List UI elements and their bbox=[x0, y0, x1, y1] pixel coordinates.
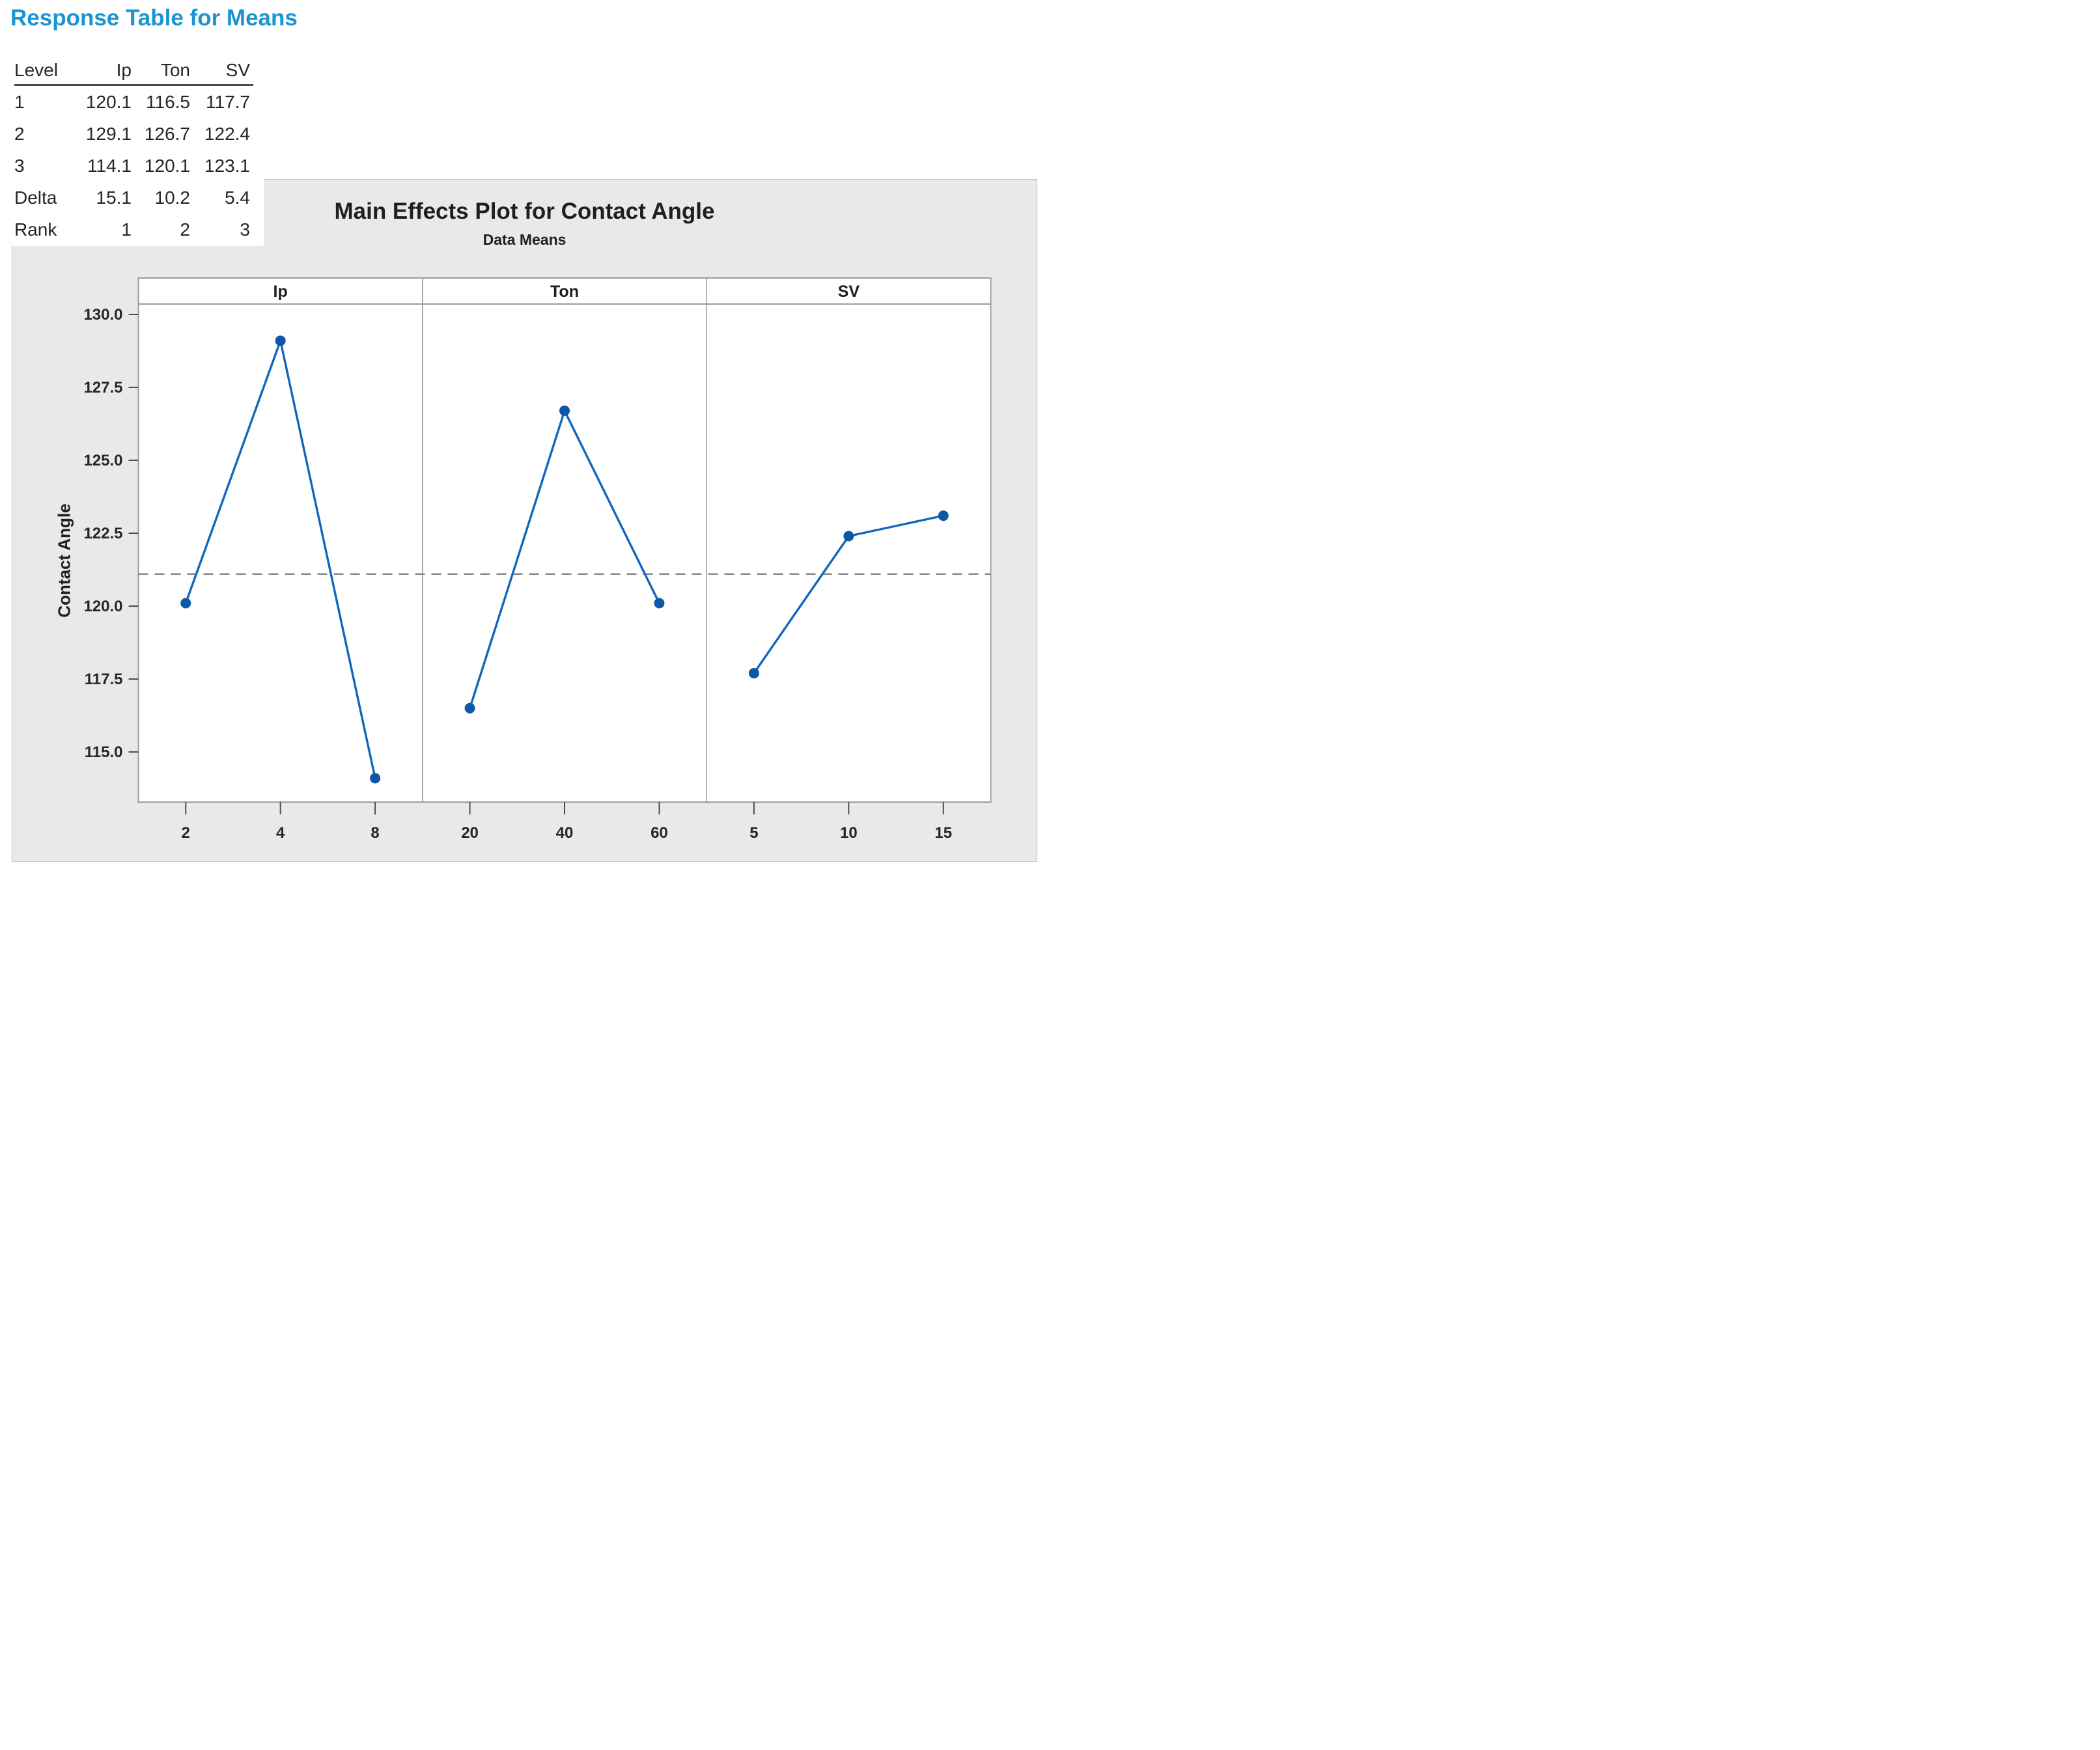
data-point-marker bbox=[370, 773, 381, 784]
table-row: Rank 1 2 3 bbox=[14, 214, 253, 245]
panel-label: SV bbox=[838, 283, 860, 301]
table-cell: 114.1 bbox=[87, 155, 132, 176]
x-axis-tick-label: 60 bbox=[651, 824, 668, 842]
plot-frame bbox=[137, 277, 992, 803]
main-effects-plot-region: Ip Ton SV 130.0 127.5 125.0 122.5 120.0 117.5 115… bbox=[12, 179, 1037, 862]
table-row: 1 120.1 116.5 117.7 bbox=[14, 85, 253, 118]
table-cell: 1 bbox=[121, 219, 132, 240]
data-point-marker bbox=[464, 702, 475, 714]
column-header: Level bbox=[14, 59, 58, 80]
table-cell: 2 bbox=[180, 219, 190, 240]
table-cell: 120.1 bbox=[85, 91, 132, 112]
main-effects-plot: Ip Ton SV 130.0 127.5 125.0 122.5 120.0 117.5 115… bbox=[83, 277, 992, 842]
y-axis-tick-label: 130.0 bbox=[83, 306, 122, 324]
table-cell: 5.4 bbox=[225, 187, 250, 208]
data-point-marker bbox=[938, 510, 949, 521]
response-table-title: Response Table for Means bbox=[10, 5, 298, 31]
x-axis-tick-label: 5 bbox=[749, 824, 758, 842]
table-cell: 2 bbox=[14, 123, 25, 144]
x-axis-tick-label: 8 bbox=[371, 824, 379, 842]
y-axis-tick-label: 122.5 bbox=[83, 525, 122, 542]
response-table-header-row: Level Ip Ton SV bbox=[14, 56, 253, 85]
y-axis-tick-label: 120.0 bbox=[83, 598, 122, 615]
column-header: Ton bbox=[160, 59, 190, 80]
y-axis-title-text: Contact Angle bbox=[54, 503, 74, 618]
data-point-marker bbox=[559, 405, 570, 416]
table-cell: 120.1 bbox=[144, 155, 190, 176]
data-point-marker bbox=[843, 531, 854, 542]
chart-title: Main Effects Plot for Contact Angle bbox=[334, 199, 715, 224]
x-axis-tick-label: 40 bbox=[556, 824, 574, 842]
table-row: 3 114.1 120.1 123.1 bbox=[14, 150, 253, 182]
table-cell: 117.7 bbox=[206, 91, 250, 112]
table-cell: Delta bbox=[14, 187, 57, 208]
data-point-marker bbox=[275, 335, 286, 346]
y-axis-tick-label: 117.5 bbox=[85, 671, 123, 688]
x-axis-tick-label: 15 bbox=[934, 824, 952, 842]
x-axis-tick-label: 20 bbox=[461, 824, 479, 842]
table-cell: 129.1 bbox=[85, 123, 132, 144]
chart-subtitle: Data Means bbox=[483, 231, 567, 248]
data-point-marker bbox=[748, 668, 759, 679]
table-cell: 126.7 bbox=[144, 123, 190, 144]
data-point-marker bbox=[654, 598, 665, 609]
table-cell: Rank bbox=[14, 219, 57, 240]
x-axis-tick-label: 4 bbox=[276, 824, 285, 842]
table-cell: 3 bbox=[14, 155, 25, 176]
panel-label: Ip bbox=[273, 283, 288, 301]
x-axis-tick-label: 2 bbox=[182, 824, 190, 842]
table-cell: 3 bbox=[240, 219, 250, 240]
table-row: 2 129.1 126.7 122.4 bbox=[14, 118, 253, 150]
table-cell: 10.2 bbox=[154, 187, 191, 208]
y-axis-tick-label: 125.0 bbox=[83, 452, 122, 469]
table-cell: 123.1 bbox=[204, 155, 250, 176]
minitab-output-page: Ip Ton SV 130.0 127.5 125.0 122.5 120.0 117.5 115… bbox=[0, 0, 1050, 875]
table-cell: 122.4 bbox=[204, 123, 250, 144]
table-row: Delta 15.1 10.2 5.4 bbox=[14, 182, 253, 214]
column-header: SV bbox=[225, 59, 250, 80]
table-cell: 1 bbox=[14, 91, 25, 112]
response-table: Level Ip Ton SV 1 120.1 116.5 117.7 2 129.1 126.7… bbox=[14, 56, 253, 245]
panel-label: Ton bbox=[550, 283, 579, 301]
y-axis-tick-label: 127.5 bbox=[83, 379, 122, 396]
y-axis-tick-label: 115.0 bbox=[85, 743, 123, 761]
data-point-marker bbox=[180, 598, 191, 609]
column-header: Ip bbox=[116, 59, 132, 80]
table-cell: 116.5 bbox=[146, 91, 190, 112]
table-background-notch bbox=[0, 176, 264, 246]
table-cell: 15.1 bbox=[96, 187, 132, 208]
x-axis-tick-label: 10 bbox=[840, 824, 858, 842]
